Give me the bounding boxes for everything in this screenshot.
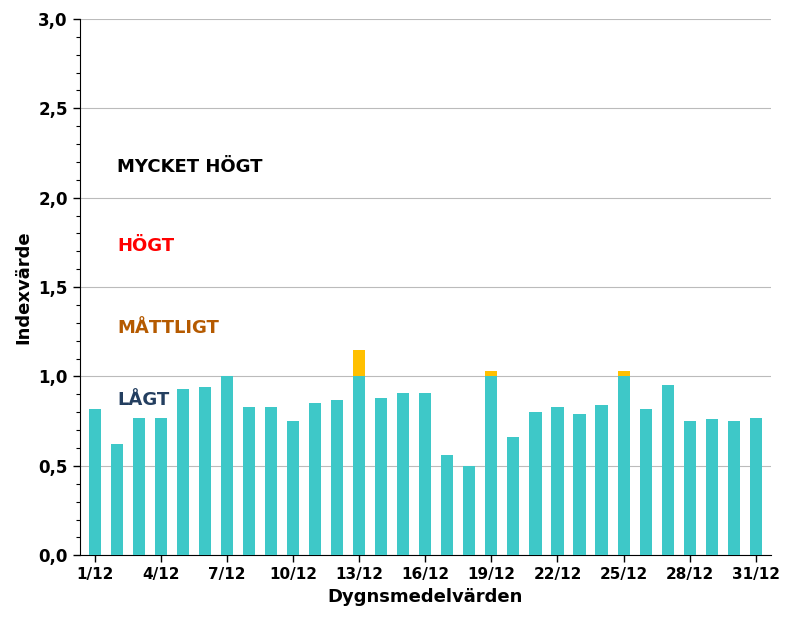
Bar (706, 420, 718, 555)
Bar (419, 392, 432, 555)
Bar (727, 422, 740, 555)
Bar (133, 418, 145, 555)
Bar (441, 455, 453, 555)
Bar (618, 377, 630, 555)
Text: HÖGT: HÖGT (117, 237, 174, 255)
Bar (618, 371, 630, 377)
Bar (89, 409, 101, 555)
Bar (529, 412, 541, 555)
Bar (353, 377, 365, 555)
Bar (287, 422, 299, 555)
Bar (486, 377, 498, 555)
Bar (155, 418, 167, 555)
Bar (221, 377, 233, 555)
Bar (507, 437, 519, 555)
Y-axis label: Indexvärde: Indexvärde (14, 230, 33, 344)
Bar (111, 444, 123, 555)
Bar (595, 405, 607, 555)
Bar (398, 392, 409, 555)
Text: MÅTTLIGT: MÅTTLIGT (117, 319, 219, 337)
Bar (265, 407, 277, 555)
Bar (199, 387, 211, 555)
Bar (684, 422, 696, 555)
Bar (486, 371, 498, 377)
Bar (332, 400, 343, 555)
Text: LÅGT: LÅGT (117, 391, 169, 409)
Bar (750, 418, 762, 555)
Bar (353, 350, 365, 377)
Bar (243, 407, 255, 555)
Bar (177, 389, 189, 555)
Bar (375, 398, 387, 555)
Bar (463, 466, 475, 555)
Bar (309, 403, 321, 555)
Bar (639, 409, 652, 555)
Bar (573, 414, 586, 555)
Bar (552, 407, 564, 555)
X-axis label: Dygnsmedelvärden: Dygnsmedelvärden (328, 587, 523, 606)
Bar (661, 386, 673, 555)
Text: MYCKET HÖGT: MYCKET HÖGT (117, 158, 262, 176)
